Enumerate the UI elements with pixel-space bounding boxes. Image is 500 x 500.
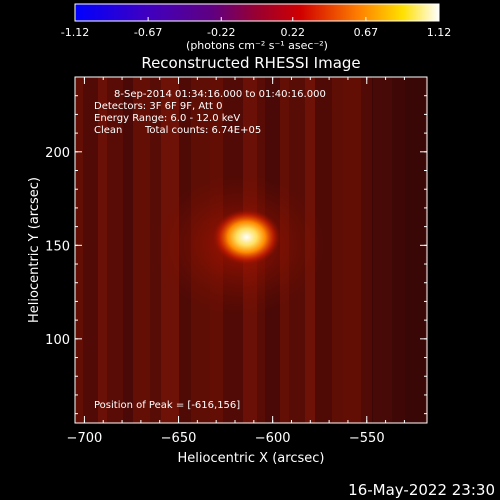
colorbar-tick-label: 0.67 xyxy=(354,26,379,39)
x-axis-label: Heliocentric X (arcsec) xyxy=(178,451,325,466)
y-tick-label: 150 xyxy=(45,239,70,254)
colorbar-tick-label: 1.12 xyxy=(427,26,452,39)
chart-title: Reconstructed RHESSI Image xyxy=(141,54,360,72)
colorbar-ticks: -1.12 -0.67 -0.22 0.22 0.67 1.12 xyxy=(61,17,451,39)
annotation-time-range: 8-Sep-2014 01:34:16.000 to 01:40:16.000 xyxy=(114,89,326,100)
annotation-detectors: Detectors: 3F 6F 9F, Att 0 xyxy=(94,101,222,112)
annotation-energy: Energy Range: 6.0 - 12.0 keV xyxy=(94,113,240,124)
y-axis: 100 150 200 xyxy=(45,76,427,415)
date-stamp: 16-May-2022 23:30 xyxy=(348,481,495,499)
peak-source xyxy=(212,209,281,266)
y-axis-label: Heliocentric Y (arcsec) xyxy=(27,177,42,323)
heatmap-column xyxy=(107,77,123,423)
colorbar-tick-label: -0.22 xyxy=(207,26,235,39)
x-tick-label: −600 xyxy=(255,431,291,446)
heatmap-column xyxy=(361,77,373,423)
annotation-total-counts: Total counts: 6.74E+05 xyxy=(144,125,261,136)
heatmap-column xyxy=(343,77,361,423)
x-tick-label: −700 xyxy=(67,431,103,446)
dark-corner-region xyxy=(372,77,427,423)
x-tick-label: −550 xyxy=(349,431,385,446)
heatmap-column xyxy=(133,77,150,423)
annotation-clean: Clean xyxy=(94,125,122,136)
annotation-peak-position: Position of Peak = [-616,156] xyxy=(94,400,240,411)
colorbar-tick-label: -0.67 xyxy=(134,26,162,39)
heatmap-column xyxy=(75,77,83,423)
colorbar-tick-label: -1.12 xyxy=(61,26,89,39)
y-tick-label: 200 xyxy=(45,146,70,161)
x-tick-label: −650 xyxy=(161,431,197,446)
colorbar: -1.12 -0.67 -0.22 0.22 0.67 1.12 (photons cm⁻… xyxy=(61,3,451,52)
heatmap-column xyxy=(123,77,133,423)
colorbar-strip xyxy=(74,3,440,22)
colorbar-unit-label: (photons cm⁻² s⁻¹ asec⁻²) xyxy=(186,39,328,52)
plot-area xyxy=(75,77,427,423)
heatmap-column xyxy=(98,77,107,423)
heatmap-column xyxy=(83,77,98,423)
heatmap-column xyxy=(332,77,343,423)
y-tick-label: 100 xyxy=(45,333,70,348)
plot-frame xyxy=(74,76,428,424)
colorbar-tick-label: 0.22 xyxy=(281,26,306,39)
x-axis: −700 −650 −600 −550 xyxy=(67,77,405,446)
annotations: 8-Sep-2014 01:34:16.000 to 01:40:16.000 … xyxy=(94,89,326,411)
